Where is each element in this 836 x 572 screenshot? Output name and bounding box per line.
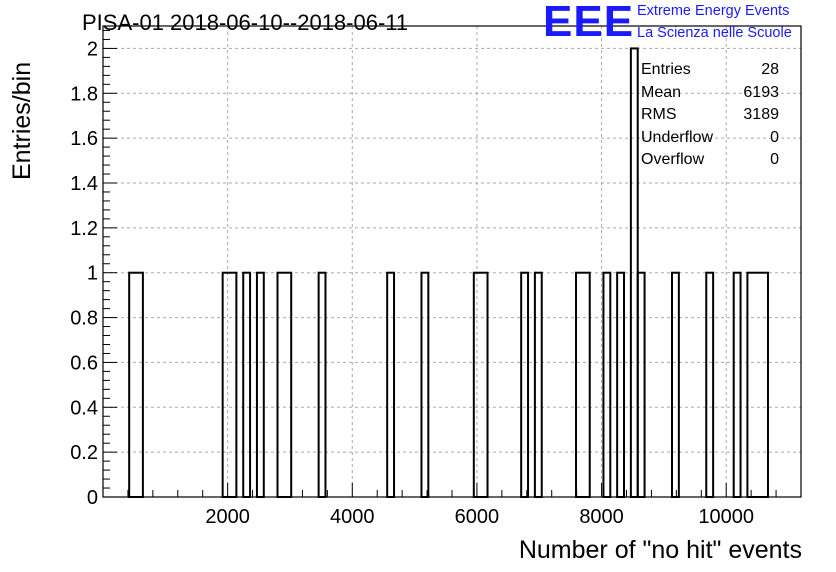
axis-ticks (103, 29, 777, 498)
stats-label: Mean (641, 83, 682, 101)
histogram-bar (746, 271, 769, 499)
histogram-bar (386, 271, 396, 499)
x-tick-label: 4000 (330, 506, 375, 528)
stats-value: 6193 (743, 83, 779, 101)
stats-value: 3189 (743, 106, 779, 123)
grid-lines (103, 26, 801, 497)
x-tick-label: 2000 (205, 506, 250, 528)
histogram-bar (705, 271, 715, 499)
histogram-bar (602, 271, 612, 499)
stats-label: Underflow (641, 128, 714, 146)
y-tick-label: 1 (87, 263, 98, 285)
histogram-bar (242, 271, 252, 499)
y-tick-label: 1.8 (70, 83, 98, 105)
histogram-bar (732, 271, 742, 499)
stats-label: RMS (641, 106, 677, 123)
stats-row-overflow: Overflow 0 (641, 149, 779, 172)
stats-row-underflow: Underflow 0 (641, 127, 779, 150)
chart-title: PISA-01 2018-06-10--2018-06-11 (82, 10, 409, 35)
x-axis-label: Number of "no hit" events (518, 536, 802, 564)
histogram-bar (520, 271, 530, 499)
tick-labels: 2000 4000 6000 8000 10000 0 0.2 0.4 0.6 0.8 1 1.2 1.… (70, 38, 754, 528)
histogram-bar (636, 271, 646, 499)
y-tick-label: 0 (87, 487, 98, 509)
histogram-bar (670, 271, 680, 499)
stats-value: 0 (770, 151, 779, 168)
stats-label: Overflow (641, 151, 705, 168)
stats-label: Entries (641, 61, 691, 78)
eee-logo: EEE (543, 0, 635, 46)
stats-row-rms: RMS 3189 (641, 104, 779, 127)
stats-row-mean: Mean 6193 (641, 82, 779, 105)
histogram-bar (533, 271, 543, 499)
histogram-bar (255, 271, 265, 499)
histogram-bar (472, 271, 489, 499)
stats-row-entries: Entries 28 (641, 59, 779, 82)
histogram-bar (317, 271, 327, 499)
stats-box: Entries 28 Mean 6193 RMS 3189 Underflow … (641, 59, 779, 172)
x-tick-label: 6000 (455, 506, 500, 528)
y-tick-label: 0.2 (70, 442, 98, 464)
histogram-bar (575, 271, 591, 499)
y-tick-label: 0.6 (70, 352, 98, 374)
x-tick-label: 10000 (698, 506, 754, 528)
y-tick-label: 0.8 (70, 308, 98, 330)
y-tick-label: 1.2 (70, 218, 98, 240)
stats-value: 0 (770, 128, 779, 146)
y-tick-label: 2 (87, 38, 98, 60)
histogram-bar (276, 271, 293, 499)
y-tick-label: 1.4 (70, 173, 98, 195)
stats-value: 28 (761, 61, 779, 78)
y-tick-label: 0.4 (70, 397, 98, 419)
histogram-bar (128, 271, 144, 499)
x-tick-label: 8000 (579, 506, 624, 528)
histogram-bar (420, 271, 430, 499)
logo-line-2: La Scienza nelle Scuole (637, 25, 792, 41)
y-axis-label: Entries/bin (8, 61, 36, 180)
logo-line-1: Extreme Energy Events (637, 3, 790, 19)
histogram-bar (221, 271, 238, 499)
histogram-bar (616, 271, 626, 499)
y-tick-label: 1.6 (70, 128, 98, 150)
